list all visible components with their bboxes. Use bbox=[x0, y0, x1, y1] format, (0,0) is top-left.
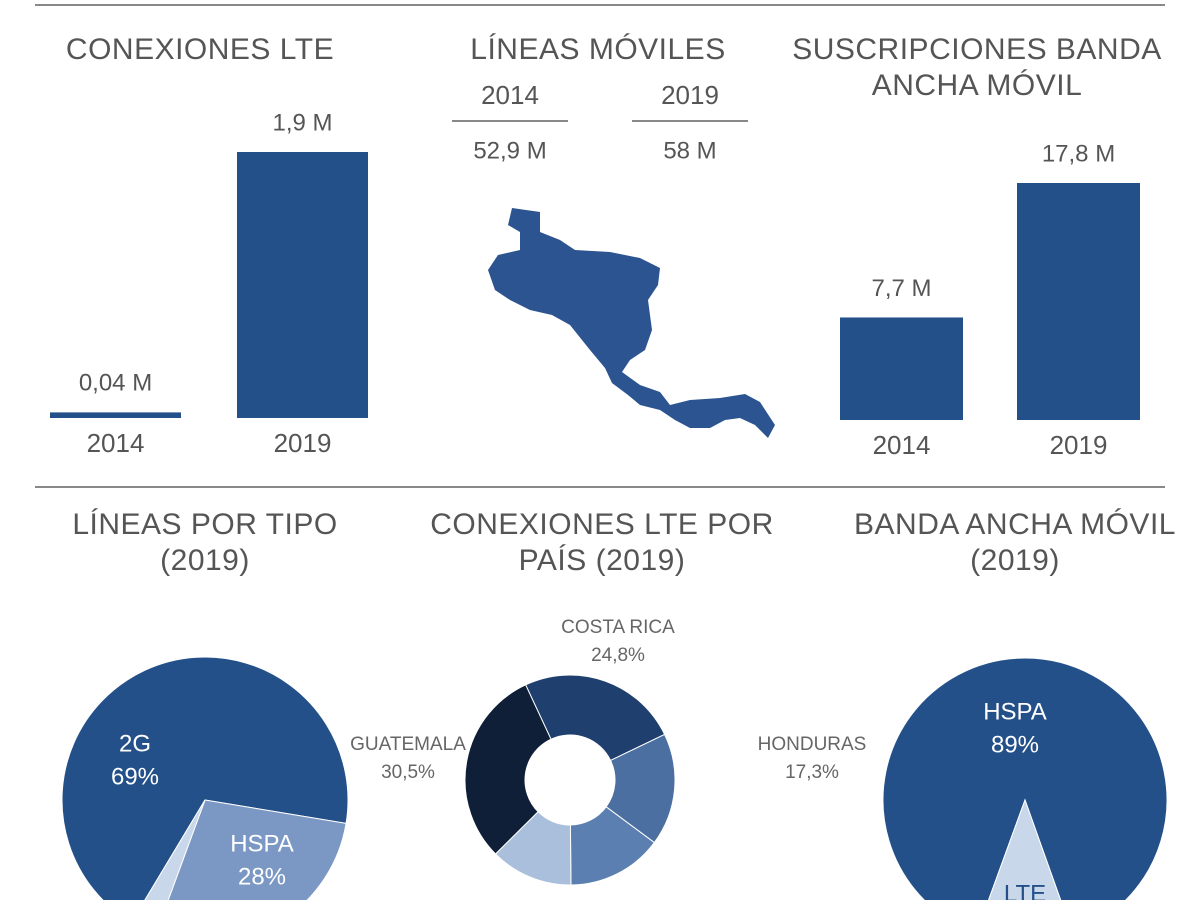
value-label: 7,7 M bbox=[871, 275, 931, 302]
slice-label: HSPA bbox=[230, 830, 294, 857]
slice bbox=[464, 684, 552, 855]
chart-title: CONEXIONES LTE bbox=[65, 33, 335, 66]
bar bbox=[237, 152, 368, 418]
slice-value-label: 17,3% bbox=[785, 762, 839, 783]
chart-title: CONEXIONES LTE POR PAÍS (2019) bbox=[430, 508, 774, 577]
slice bbox=[605, 733, 676, 844]
slice bbox=[167, 799, 347, 900]
slice-label: LTE bbox=[1004, 880, 1046, 900]
x-tick-label: 2019 bbox=[1050, 430, 1108, 460]
value-label: 17,8 M bbox=[1042, 140, 1115, 167]
slice bbox=[988, 798, 1062, 900]
value-label: 0,04 M bbox=[79, 370, 152, 397]
x-tick-label: 2014 bbox=[873, 430, 931, 460]
bar bbox=[1017, 183, 1140, 420]
slice-value-label: 89% bbox=[991, 731, 1039, 758]
slice-value-label: 24,8% bbox=[591, 645, 645, 666]
slice bbox=[61, 656, 349, 900]
slice-label: HONDURAS bbox=[758, 734, 867, 755]
stat-value: 58 M bbox=[663, 137, 716, 164]
chart-title: SUSCRIPCIONES BANDA ANCHA MÓVIL bbox=[792, 33, 1162, 102]
year-label: 2019 bbox=[661, 80, 719, 110]
value-label: 1,9 M bbox=[272, 109, 332, 136]
slice bbox=[524, 674, 666, 762]
x-tick-label: 2014 bbox=[87, 428, 145, 458]
slice-value-label: 30,5% bbox=[381, 762, 435, 783]
chart-title: LÍNEAS MÓVILES bbox=[470, 33, 726, 66]
slice bbox=[882, 657, 1168, 900]
chart-title: BANDA ANCHA MÓVIL (2019) bbox=[854, 508, 1176, 577]
bar bbox=[840, 317, 963, 420]
slice-label: GUATEMALA bbox=[350, 734, 466, 755]
bar bbox=[50, 412, 181, 418]
slice-label: 2G bbox=[119, 730, 151, 757]
slice-label: HSPA bbox=[983, 698, 1047, 725]
slice-label: COSTA RICA bbox=[561, 617, 675, 638]
slice-value-label: 28% bbox=[238, 863, 286, 890]
central-america-map bbox=[488, 208, 775, 438]
slice-value-label: 69% bbox=[111, 763, 159, 790]
stat-value: 52,9 M bbox=[473, 137, 546, 164]
slice bbox=[144, 799, 206, 900]
x-tick-label: 2019 bbox=[274, 428, 332, 458]
chart-title: LÍNEAS POR TIPO (2019) bbox=[72, 508, 338, 577]
year-label: 2014 bbox=[481, 80, 539, 110]
